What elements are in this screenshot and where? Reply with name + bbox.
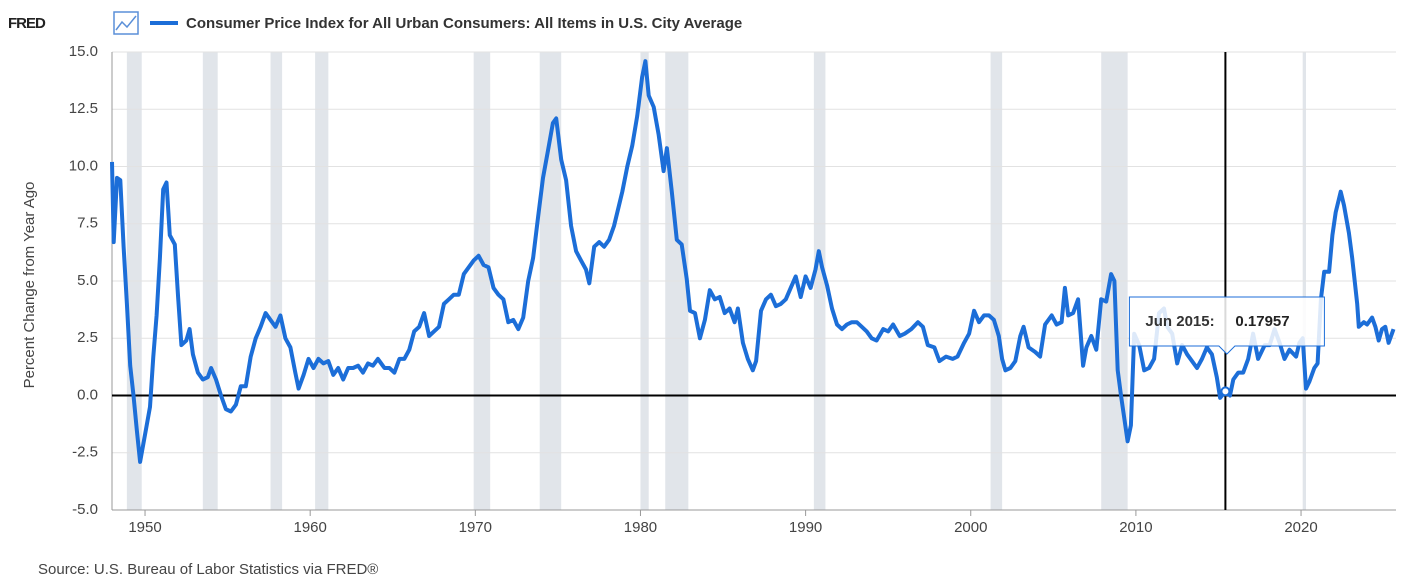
- y-tick-label: -5.0: [72, 501, 98, 518]
- chart-title: Consumer Price Index for All Urban Consu…: [186, 15, 742, 32]
- data-line: [110, 59, 1396, 464]
- x-tick-label: 2000: [954, 519, 987, 536]
- tooltip-box: [1128, 296, 1325, 355]
- y-tick-label: 7.5: [77, 215, 98, 232]
- logo-icon: [113, 11, 139, 35]
- y-axis-label: Percent Change from Year Ago: [21, 182, 38, 389]
- brand-logo: FRED: [8, 15, 46, 32]
- y-tick-label: 2.5: [77, 329, 98, 346]
- y-tick-label: 12.5: [69, 100, 98, 117]
- y-tick-label: 10.0: [69, 157, 98, 174]
- x-tick-label: 1950: [128, 519, 161, 536]
- tooltip-value: 0.17957: [1235, 313, 1289, 330]
- x-tick-label: 1960: [293, 519, 326, 536]
- y-tick-label: -2.5: [72, 444, 98, 461]
- x-tick-label: 2020: [1284, 519, 1317, 536]
- y-tick-label: 15.0: [69, 43, 98, 60]
- source: Source: U.S. Bureau of Labor Statistics …: [38, 561, 378, 577]
- hover-point: [1220, 386, 1231, 397]
- x-tick-label: 2010: [1119, 519, 1152, 536]
- x-tick-label: 1980: [624, 519, 657, 536]
- y-tick-label: 0.0: [77, 386, 98, 403]
- x-tick-label: 1990: [789, 519, 822, 536]
- x-tick-label: 1970: [459, 519, 492, 536]
- y-tick-label: 5.0: [77, 272, 98, 289]
- tooltip-date: Jun 2015:: [1145, 313, 1214, 330]
